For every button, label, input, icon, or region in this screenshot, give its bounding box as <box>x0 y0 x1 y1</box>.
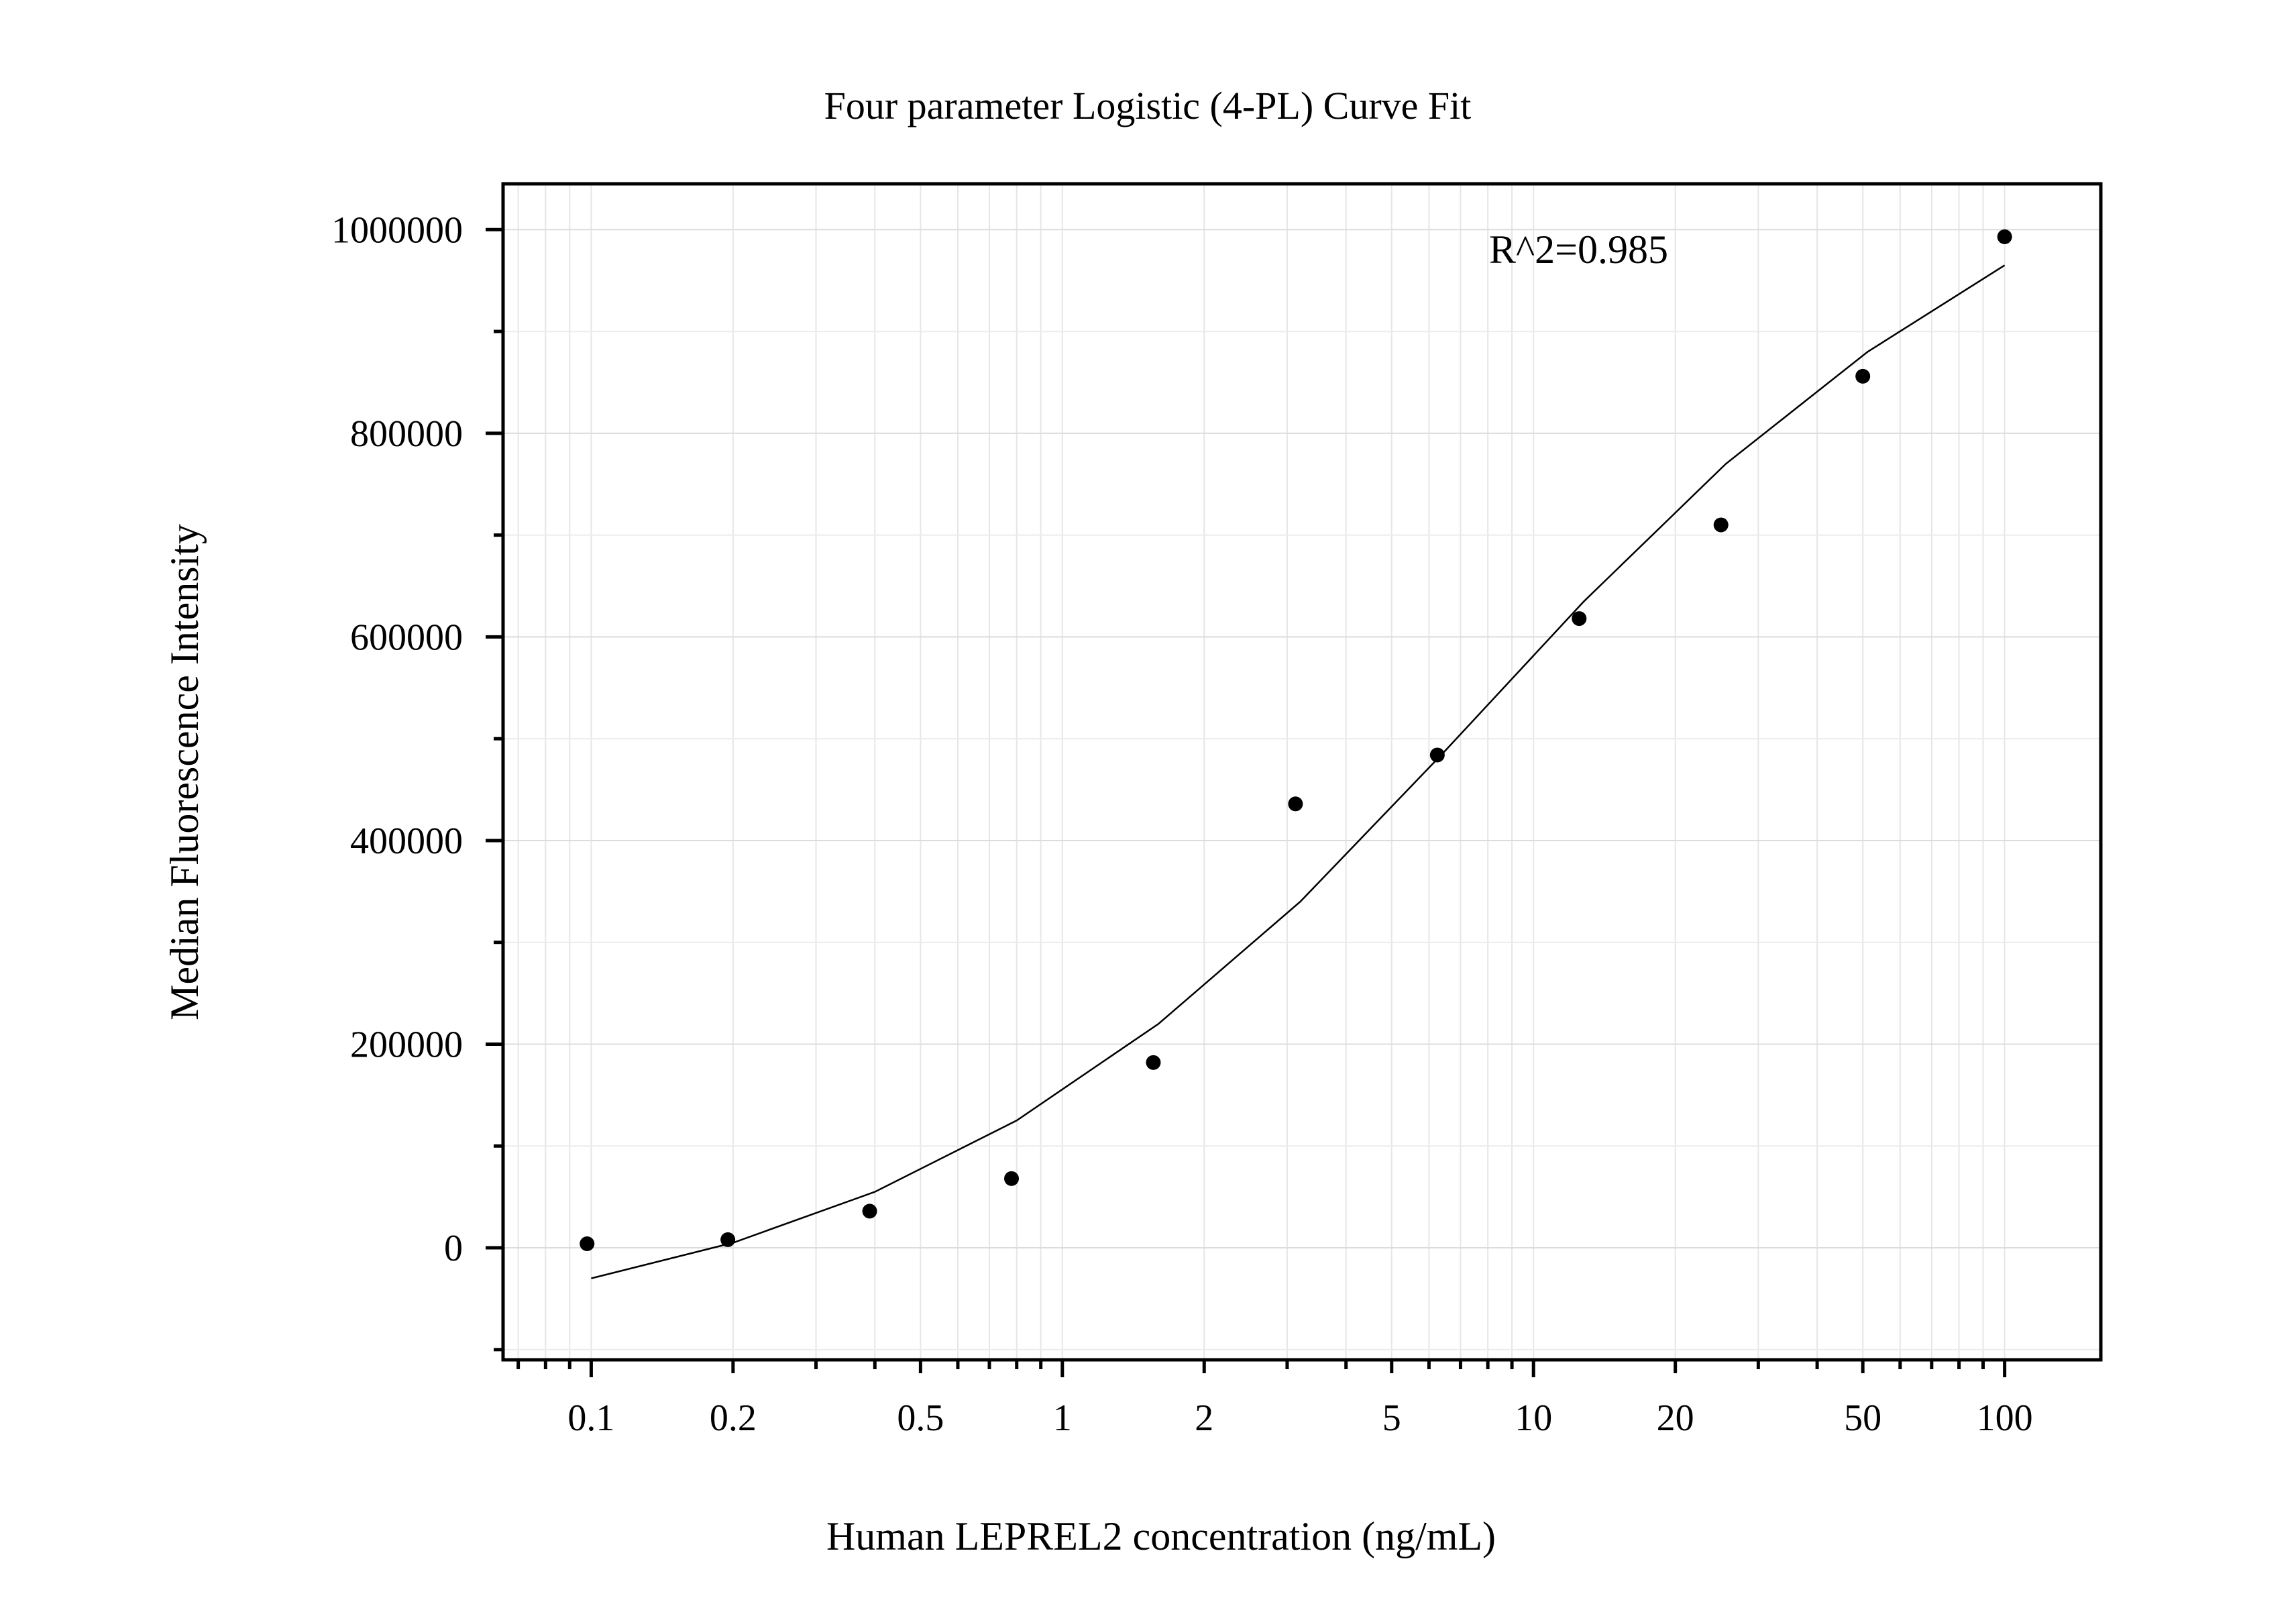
y-tick-label: 600000 <box>350 617 463 658</box>
x-tick-label: 5 <box>1382 1397 1401 1439</box>
y-axis-ticks <box>486 227 503 1352</box>
x-tick-label: 100 <box>1977 1397 2033 1439</box>
data-point <box>1146 1055 1161 1070</box>
minor-grid <box>503 184 2101 1360</box>
x-tick-label: 50 <box>1844 1397 1881 1439</box>
x-tick-label: 0.5 <box>897 1397 944 1439</box>
y-tick-label: 1000000 <box>331 209 463 251</box>
y-tick-label: 400000 <box>350 820 463 862</box>
x-tick-label: 0.2 <box>710 1397 757 1439</box>
data-point <box>580 1236 595 1251</box>
y-axis-title: Median Fluorescence Intensity <box>162 524 207 1020</box>
x-tick-label: 2 <box>1195 1397 1213 1439</box>
major-grid <box>503 229 2101 1249</box>
x-axis-tick-labels: 0.1 0.2 0.5 1 2 5 10 20 50 100 <box>567 1397 2032 1439</box>
data-point <box>1997 229 2012 244</box>
data-point <box>1429 747 1445 763</box>
x-tick-label: 10 <box>1515 1397 1552 1439</box>
plot-frame <box>501 182 2103 1362</box>
y-tick-label: 0 <box>444 1228 463 1269</box>
x-tick-label: 20 <box>1657 1397 1694 1439</box>
fit-curve <box>591 264 2006 1279</box>
r-squared-annotation: R^2=0.985 <box>1489 227 1668 272</box>
x-tick-label: 0.1 <box>567 1397 614 1439</box>
data-point <box>1713 517 1729 533</box>
x-axis-title: Human LEPREL2 concentration (ng/mL) <box>826 1514 1496 1558</box>
x-tick-label: 1 <box>1053 1397 1072 1439</box>
data-point <box>862 1204 877 1219</box>
data-point <box>720 1232 736 1247</box>
y-tick-label: 200000 <box>350 1024 463 1065</box>
data-point <box>1572 611 1587 627</box>
data-points-layer <box>580 229 2012 1251</box>
y-axis-tick-labels: 0 200000 400000 600000 800000 1000000 <box>331 209 463 1269</box>
data-point <box>1855 368 1871 384</box>
fit-curve-layer <box>591 264 2006 1279</box>
chart-title: Four parameter Logistic (4-PL) Curve Fit <box>824 84 1472 127</box>
y-tick-label: 800000 <box>350 413 463 455</box>
data-point <box>1288 796 1303 812</box>
x-axis-ticks <box>516 1360 2007 1377</box>
data-point <box>1004 1171 1020 1186</box>
